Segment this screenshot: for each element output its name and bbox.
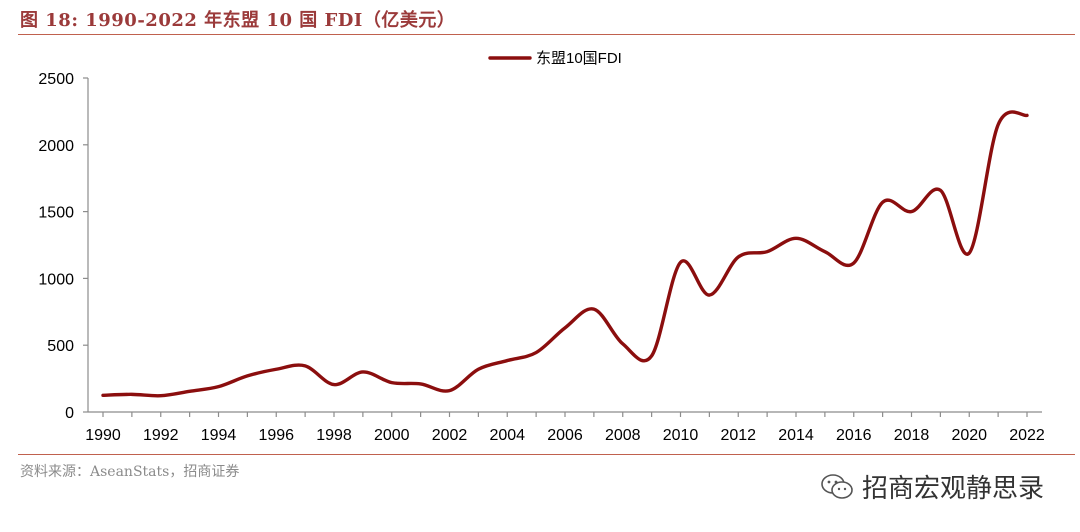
x-tick-label: 1996: [258, 427, 294, 444]
y-tick-label: 1500: [38, 205, 74, 222]
source-divider: [18, 454, 1075, 455]
y-axis-ticks: 0 500 1000 1500 2000 2500: [38, 71, 88, 422]
x-tick-label: 2008: [605, 427, 641, 444]
x-tick-label: 1998: [316, 427, 352, 444]
x-tick-label: 2004: [489, 427, 525, 444]
x-tick-label: 2002: [432, 427, 468, 444]
y-tick-label: 2500: [38, 71, 74, 88]
chart-legend: 东盟10国FDI: [488, 50, 622, 67]
legend-label: 东盟10国FDI: [536, 50, 622, 67]
title-divider: [18, 34, 1075, 35]
x-tick-label: 2006: [547, 427, 583, 444]
x-axis-ticks: 1990 1992 1994 1996 1998 2000 2002 2004 2006 2008…: [85, 412, 1045, 444]
y-tick-label: 2000: [38, 138, 74, 155]
y-tick-label: 500: [47, 338, 74, 355]
x-tick-label: 1994: [201, 427, 237, 444]
series-line-asean-fdi: [101, 110, 1029, 398]
x-tick-label: 1992: [143, 427, 179, 444]
x-tick-label: 2014: [778, 427, 814, 444]
x-tick-label: 2022: [1009, 427, 1045, 444]
x-tick-label: 2000: [374, 427, 410, 444]
y-tick-label: 0: [65, 405, 74, 422]
x-tick-label: 2018: [894, 427, 930, 444]
x-tick-label: 2010: [663, 427, 699, 444]
y-tick-label: 1000: [38, 271, 74, 288]
chart-series: [101, 110, 1029, 398]
chart-axes: [87, 78, 1042, 413]
x-tick-label: 2020: [951, 427, 987, 444]
watermark-text: 招商宏观静思录: [861, 474, 1044, 504]
wechat-icon: [821, 473, 853, 499]
x-tick-label: 2012: [720, 427, 756, 444]
x-tick-label: 1990: [85, 427, 121, 444]
watermark: 招商宏观静思录: [820, 468, 1044, 505]
x-tick-label: 2016: [836, 427, 872, 444]
source-note: 资料来源：AseanStats，招商证券: [20, 464, 240, 480]
figure-title: 图 18: 1990-2022 年东盟 10 国 FDI（亿美元）: [20, 10, 456, 31]
